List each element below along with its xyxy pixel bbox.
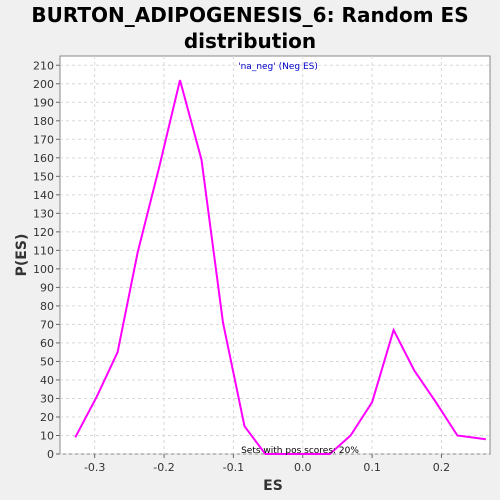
- y-tick-label: 190: [33, 96, 54, 109]
- y-tick-label: 150: [33, 170, 54, 183]
- y-tick-label: 10: [40, 429, 54, 442]
- y-tick-label: 50: [40, 355, 54, 368]
- x-tick-label: -0.3: [84, 461, 105, 474]
- plot-area: [60, 56, 490, 454]
- x-tick-label: -0.1: [223, 461, 244, 474]
- y-tick-label: 60: [40, 337, 54, 350]
- y-tick-label: 160: [33, 152, 54, 165]
- y-tick-label: 110: [33, 244, 54, 257]
- x-tick-label: 0.0: [294, 461, 312, 474]
- y-axis-label: P(ES): [14, 234, 30, 277]
- y-tick-label: 100: [33, 263, 54, 276]
- y-tick-label: 70: [40, 318, 54, 331]
- y-tick-label: 170: [33, 133, 54, 146]
- y-tick-label: 30: [40, 392, 54, 405]
- x-axis-label: ES: [263, 478, 283, 494]
- x-tick-label: 0.1: [363, 461, 381, 474]
- legend-label: 'na_neg' (Neg ES): [238, 62, 318, 72]
- x-tick-label: 0.2: [433, 461, 451, 474]
- y-tick-label: 0: [47, 448, 54, 461]
- y-tick-label: 180: [33, 115, 54, 128]
- annotation-text: Sets with pos scores: 20%: [241, 446, 359, 456]
- y-tick-label: 140: [33, 189, 54, 202]
- y-tick-label: 20: [40, 411, 54, 424]
- y-tick-label: 80: [40, 300, 54, 313]
- y-axis: 0 10 20 30 40 50 60 70 80 90 100 110 120 130 140 150 160…: [33, 59, 60, 461]
- x-tick-label: -0.2: [153, 461, 174, 474]
- y-tick-label: 130: [33, 207, 54, 220]
- y-tick-label: 40: [40, 374, 54, 387]
- y-tick-label: 90: [40, 281, 54, 294]
- x-axis: -0.3 -0.2 -0.1 0.0 0.1 0.2: [84, 454, 450, 474]
- y-tick-label: 120: [33, 226, 54, 239]
- y-tick-label: 210: [33, 59, 54, 72]
- y-tick-label: 200: [33, 78, 54, 91]
